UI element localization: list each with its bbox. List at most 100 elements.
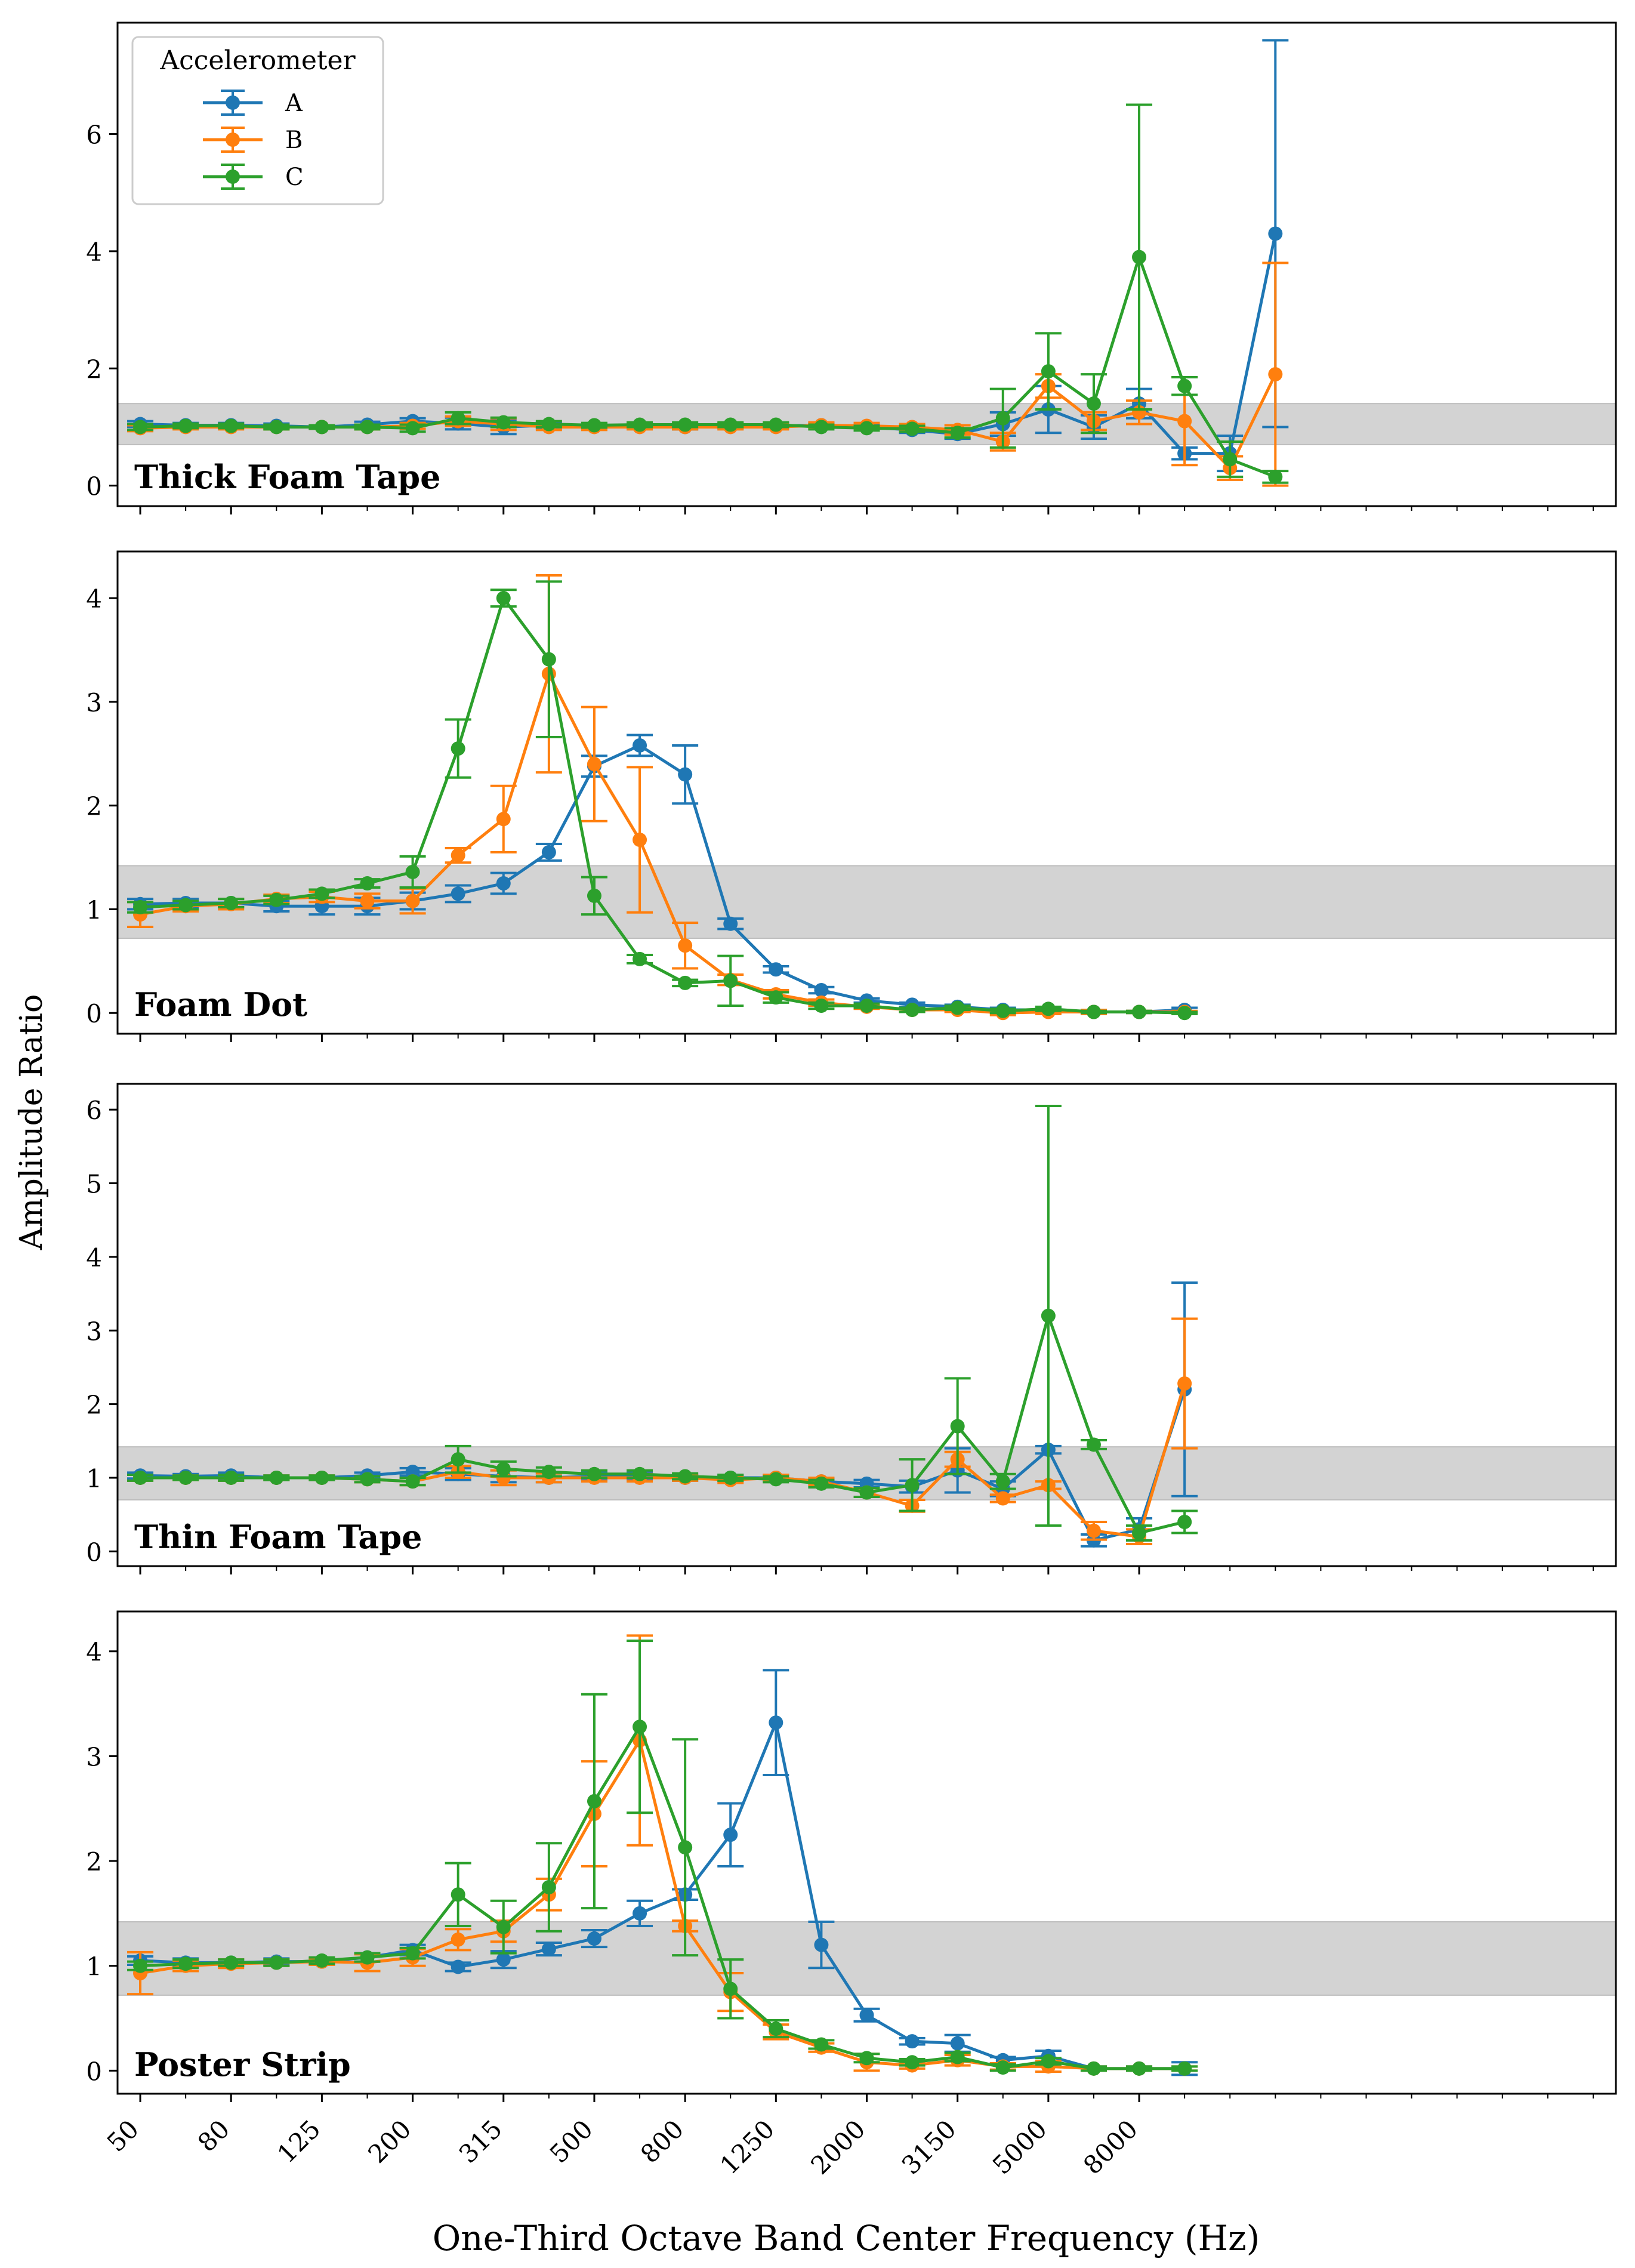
data-point (314, 1953, 329, 1968)
data-point (360, 876, 375, 891)
data-point (314, 886, 329, 901)
data-point (360, 893, 375, 908)
data-point (133, 420, 148, 435)
data-point (1268, 226, 1283, 241)
x-tick-label: 8000 (1078, 2114, 1143, 2180)
data-point (633, 951, 647, 966)
y-tick-label: 4 (86, 1243, 102, 1272)
series-line (140, 1314, 1185, 1534)
data-point (133, 900, 148, 915)
data-point (1132, 249, 1147, 264)
data-point (814, 2037, 829, 2052)
data-point (496, 876, 511, 891)
x-tick-label: 800 (635, 2114, 689, 2168)
plot-frame (116, 1610, 1617, 2095)
data-point (587, 757, 601, 772)
data-point (678, 1840, 693, 1855)
data-point (995, 1491, 1010, 1506)
data-point (633, 738, 647, 753)
data-point (405, 1474, 420, 1489)
panel-title: Foam Dot (134, 985, 307, 1024)
panel-title: Thin Foam Tape (134, 1518, 422, 1556)
panel-title: Poster Strip (134, 2045, 351, 2084)
y-tick-label: 6 (86, 1096, 102, 1125)
data-point (1177, 1514, 1192, 1529)
data-point (587, 418, 601, 433)
legend-entry: C (285, 164, 304, 191)
x-tick-label: 3150 (896, 2114, 962, 2180)
data-point (496, 1919, 511, 1934)
x-tick-label: 500 (544, 2114, 599, 2168)
data-point (541, 1879, 556, 1894)
data-point (587, 888, 601, 903)
data-point (814, 999, 829, 1013)
data-point (633, 833, 647, 848)
data-point (451, 848, 465, 863)
data-point (1086, 1004, 1101, 1019)
data-point (1177, 378, 1192, 393)
data-point (723, 916, 738, 931)
data-point (1086, 1437, 1101, 1452)
data-point (633, 1720, 647, 1734)
series-line (140, 255, 1276, 479)
x-axis-label: One-Third Octave Band Center Frequency (… (433, 2218, 1260, 2258)
data-point (269, 1470, 284, 1485)
data-point (496, 1952, 511, 1967)
data-point (814, 1476, 829, 1491)
data-point (859, 1485, 874, 1500)
plot-frame (116, 21, 1617, 507)
legend-box (131, 36, 384, 205)
data-point (1223, 452, 1238, 467)
data-point (995, 1003, 1010, 1018)
plot-frame (116, 550, 1617, 1035)
data-point (314, 420, 329, 435)
data-point (678, 767, 693, 782)
series-line (140, 596, 1185, 1015)
data-point (1086, 1523, 1101, 1538)
data-point (1177, 1376, 1192, 1391)
data-point (496, 812, 511, 827)
series-line (140, 1725, 1185, 2070)
y-tick-label: 4 (86, 238, 102, 267)
x-tick-label: 125 (272, 2114, 326, 2168)
plot-frame (116, 1083, 1617, 1567)
panel-title: Thick Foam Tape (134, 458, 441, 496)
data-point (859, 999, 874, 1013)
data-point (905, 1478, 920, 1493)
data-point (405, 1946, 420, 1961)
data-point (723, 1982, 738, 1996)
data-point (451, 886, 465, 901)
panel-2: 0 1 2 3 4 5 6 Thin Foam Tape (86, 1083, 1617, 1574)
data-point (633, 417, 647, 432)
data-point (1041, 1002, 1056, 1016)
series-b (127, 1634, 1198, 2076)
series-b (127, 261, 1289, 487)
y-tick-label: 0 (86, 472, 102, 501)
y-tick-label: 0 (86, 999, 102, 1028)
data-point (1177, 414, 1192, 429)
series-c (127, 1105, 1198, 1542)
data-point (1268, 469, 1283, 484)
data-point (723, 1470, 738, 1485)
x-tick-label: 2000 (805, 2114, 871, 2180)
data-point (451, 1887, 465, 1902)
data-point (587, 1794, 601, 1808)
data-point (859, 421, 874, 436)
y-tick-label: 2 (86, 1847, 102, 1876)
data-point (1177, 1006, 1192, 1021)
data-point (451, 1959, 465, 1974)
x-tick-label: 50 (101, 2114, 144, 2157)
data-point (678, 975, 693, 990)
data-point (178, 1956, 193, 1971)
series-line (140, 672, 1185, 1015)
tolerance-band (117, 865, 1617, 939)
data-point (178, 898, 193, 913)
data-point (360, 1950, 375, 1965)
y-tick-label: 1 (86, 895, 102, 925)
x-tick-label: 80 (192, 2114, 235, 2157)
series-b (127, 574, 1198, 1021)
data-point (678, 938, 693, 953)
data-point (269, 892, 284, 907)
series-a (127, 1669, 1198, 2076)
data-point (769, 417, 783, 432)
